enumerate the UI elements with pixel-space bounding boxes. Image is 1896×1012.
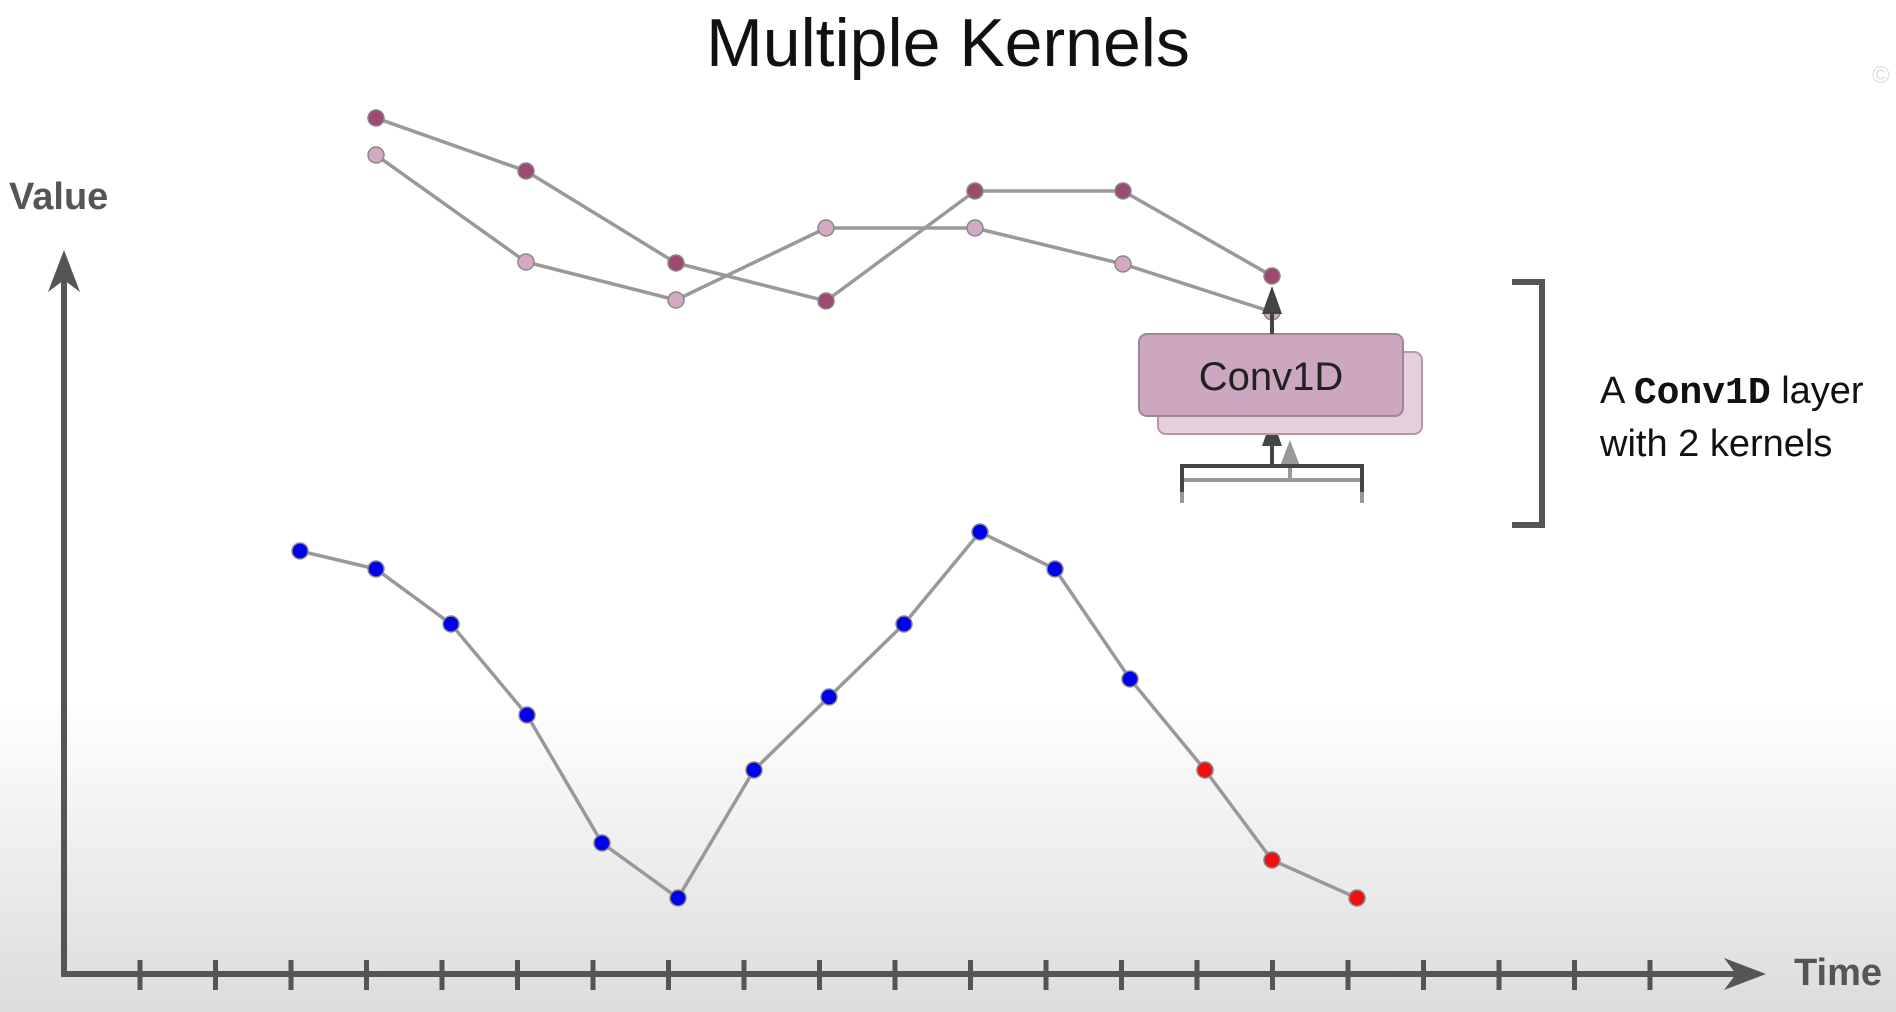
output-kernel-1-point	[1114, 182, 1132, 200]
output-kernel-2-point	[1114, 255, 1132, 273]
output-kernel-2-series	[367, 146, 1281, 321]
output-kernel-2-point	[367, 146, 385, 164]
x-axis-arrowhead-icon	[1724, 958, 1766, 990]
output-kernel-1-point	[817, 292, 835, 310]
output-kernel-2-point	[517, 253, 535, 271]
output-kernel-2-point	[667, 291, 685, 309]
input-point	[367, 560, 385, 578]
output-kernel-1-point	[517, 162, 535, 180]
input-point	[1348, 889, 1366, 907]
output-kernel-1-point	[667, 254, 685, 272]
input-point	[1046, 560, 1064, 578]
layer-caption: A Conv1D layer with 2 kernels	[1600, 366, 1864, 469]
output-kernel-2-point	[817, 219, 835, 237]
x-axis-ticks	[137, 960, 1653, 990]
conv1d-label: Conv1D	[1199, 355, 1344, 399]
input-point	[1263, 851, 1281, 869]
input-point	[895, 615, 913, 633]
caption-suffix: layer	[1770, 370, 1864, 412]
slide-title: Multiple Kernels	[706, 5, 1190, 81]
arrow-up-icon	[1262, 286, 1282, 314]
axes	[48, 250, 1766, 990]
output-kernel-1-point	[1263, 267, 1281, 285]
input-series	[291, 523, 1366, 907]
arrow-up-icon	[1280, 440, 1300, 466]
y-axis-label: Value	[9, 176, 109, 218]
input-point	[1196, 761, 1214, 779]
output-kernel-1-series	[367, 109, 1281, 310]
input-point	[518, 706, 536, 724]
layer-bracket	[1512, 279, 1545, 528]
output-kernel-2-point	[966, 219, 984, 237]
input-point	[1121, 670, 1139, 688]
caption-line-1: A Conv1D layer	[1600, 366, 1864, 419]
output-kernel-1-point	[367, 109, 385, 127]
y-axis-arrowhead-icon	[48, 250, 80, 292]
input-point	[669, 889, 687, 907]
input-point	[593, 834, 611, 852]
input-point	[971, 523, 989, 541]
input-point	[291, 542, 309, 560]
output-kernel-1-line	[375, 116, 1273, 303]
input-point	[442, 615, 460, 633]
input-point	[820, 688, 838, 706]
caption-code: Conv1D	[1633, 372, 1771, 415]
caption-line-2: with 2 kernels	[1600, 423, 1833, 465]
input-point	[745, 761, 763, 779]
caption-prefix: A	[1600, 370, 1634, 412]
copyright-mark: ©	[1872, 62, 1890, 89]
conv1d-block: Conv1D	[1138, 286, 1423, 503]
output-kernel-1-point	[966, 182, 984, 200]
input-line	[299, 529, 1358, 901]
x-axis-label: Time	[1794, 952, 1883, 994]
window-bracket-back	[1180, 478, 1364, 503]
